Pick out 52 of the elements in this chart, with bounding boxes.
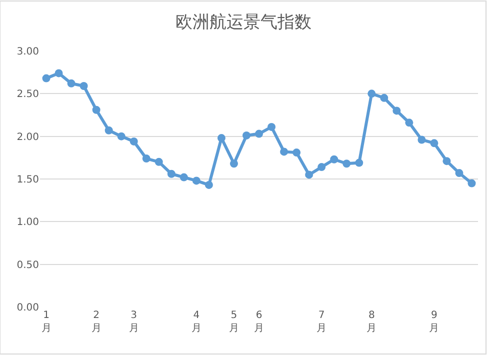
x-tick-label: 3月 <box>128 310 139 334</box>
point <box>54 69 63 78</box>
point <box>468 179 476 188</box>
x-tick-label: 4月 <box>191 310 202 334</box>
point <box>392 106 401 115</box>
x-tick-label: 6月 <box>254 310 264 334</box>
x-tick-label: 9月 <box>429 310 440 334</box>
x-tick-label: 7月 <box>316 310 327 334</box>
point <box>280 148 288 156</box>
point <box>180 173 188 182</box>
y-tick-label: 2.00 <box>16 132 39 143</box>
point <box>242 131 250 140</box>
point <box>455 169 464 178</box>
point <box>104 126 113 134</box>
y-tick-label: 2.50 <box>16 89 39 100</box>
point <box>154 158 163 166</box>
point <box>167 170 176 178</box>
point <box>418 136 426 144</box>
point <box>342 160 351 168</box>
x-tick-label: 1月 <box>41 310 52 334</box>
point <box>355 158 364 167</box>
x-tick-label: 2月 <box>91 310 102 334</box>
point <box>67 79 76 88</box>
point <box>368 90 376 98</box>
point <box>130 137 138 146</box>
point <box>442 157 451 166</box>
chart-title: 欧洲航运景气指数 <box>176 12 312 32</box>
point <box>230 160 238 168</box>
point <box>430 139 438 148</box>
point <box>42 74 50 82</box>
point <box>380 94 388 102</box>
y-tick-label: 1.00 <box>16 217 39 228</box>
point <box>305 170 314 179</box>
point <box>117 132 126 140</box>
point <box>217 134 226 142</box>
y-tick-label: 1.50 <box>16 174 39 186</box>
point <box>318 163 326 172</box>
point <box>268 122 276 131</box>
x-tick-label: 5月 <box>228 310 239 334</box>
y-tick-label: 0.00 <box>16 302 39 314</box>
point <box>405 118 414 127</box>
point <box>192 176 200 185</box>
point <box>142 154 150 163</box>
point <box>292 148 301 157</box>
point <box>92 106 100 114</box>
x-tick-label: 8月 <box>366 310 377 334</box>
point <box>330 155 338 164</box>
point <box>255 130 263 138</box>
point <box>80 82 88 90</box>
y-tick-label: 0.50 <box>16 260 39 271</box>
y-tick-label: 3.00 <box>16 46 39 58</box>
point <box>204 180 213 189</box>
